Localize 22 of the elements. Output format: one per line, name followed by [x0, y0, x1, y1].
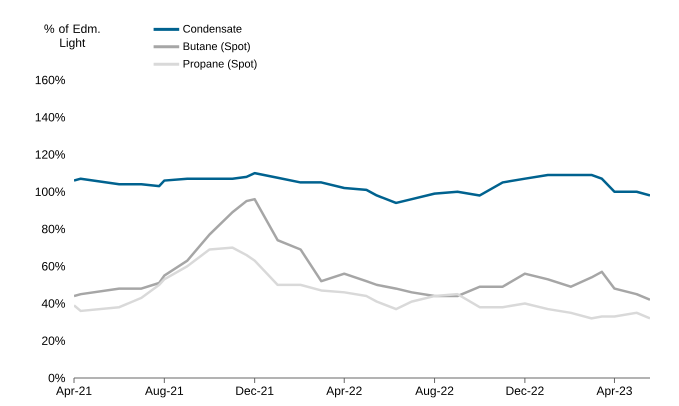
y-tick-label: 60%	[42, 262, 66, 270]
line-series	[74, 246, 650, 320]
x-tick-label: Apr-23	[596, 386, 632, 398]
line-series	[74, 198, 650, 302]
x-tick-label: Aug-22	[415, 386, 454, 398]
legend-label: Condensate	[183, 24, 242, 33]
x-tick-label: Aug-21	[145, 386, 184, 398]
y-tick-label: 20%	[42, 336, 66, 345]
x-tick-label: Dec-21	[236, 386, 274, 396]
x-tick-label: Apr-21	[56, 386, 92, 398]
y-tick-label: 140%	[36, 113, 66, 122]
y-tick-label: 160%	[36, 76, 66, 84]
y-tick-label: 80%	[42, 224, 66, 234]
y-tick-label: 100%	[36, 187, 66, 196]
y-tick-label: 0%	[48, 374, 66, 382]
x-tick-label: Dec-22	[506, 386, 544, 396]
x-tick-label: Apr-22	[326, 386, 362, 398]
legend-label: Propane (Spot)	[184, 60, 257, 70]
legend-label: Butane (Spot)	[184, 42, 250, 52]
y-tick-label: 120%	[36, 150, 66, 159]
y-tick-label: 40%	[42, 299, 66, 308]
y-axis-title: % of Edm. Light	[44, 24, 100, 50]
